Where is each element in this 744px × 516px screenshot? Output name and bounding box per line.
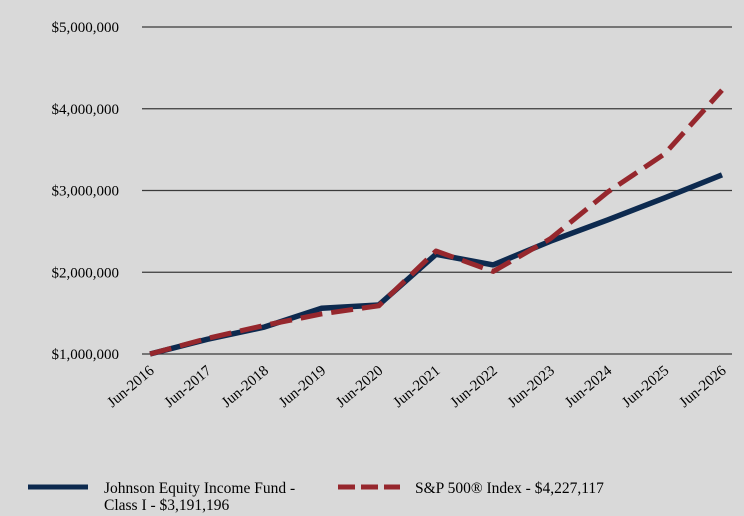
- y-tick-label: $1,000,000: [52, 347, 120, 363]
- x-tick-label: Jun-2024: [562, 362, 615, 410]
- legend-label-fund: Johnson Equity Income Fund -: [104, 480, 295, 497]
- x-tick-label: Jun-2016: [105, 362, 158, 410]
- series-line-sp500: [149, 88, 724, 357]
- y-tick-label: $5,000,000: [52, 20, 120, 36]
- y-tick-label: $4,000,000: [52, 102, 120, 118]
- legend-label-fund: Class I - $3,191,196: [104, 497, 230, 514]
- x-tick-label: Jun-2017: [162, 362, 215, 410]
- x-tick-label: Jun-2020: [333, 363, 386, 411]
- legend-label-sp500: S&P 500® Index - $4,227,117: [415, 480, 604, 497]
- y-tick-label: $3,000,000: [52, 184, 120, 200]
- series-line-fund: [149, 172, 724, 357]
- x-tick-label: Jun-2018: [219, 363, 272, 411]
- x-tick-label: Jun-2026: [677, 362, 730, 410]
- x-tick-label: Jun-2025: [619, 363, 672, 411]
- x-tick-label: Jun-2023: [505, 363, 558, 411]
- x-tick-label: Jun-2021: [391, 363, 444, 411]
- y-tick-label: $2,000,000: [52, 265, 120, 281]
- x-tick-label: Jun-2019: [276, 363, 329, 411]
- x-tick-label: Jun-2022: [448, 363, 501, 411]
